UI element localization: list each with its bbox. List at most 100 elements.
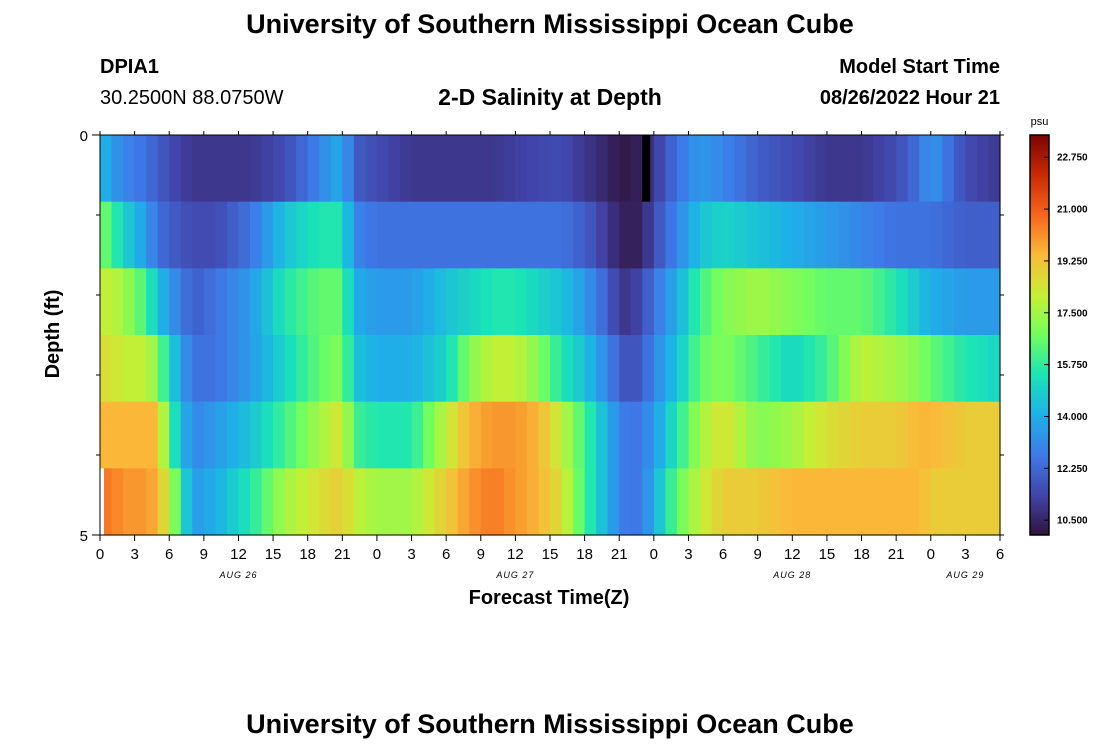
heat-cell bbox=[619, 401, 632, 469]
heat-cell bbox=[907, 335, 920, 403]
heat-cell bbox=[215, 335, 228, 403]
heat-cell bbox=[376, 135, 390, 203]
heat-cell bbox=[503, 335, 516, 403]
colorbar-tick-label: 15.750 bbox=[1057, 360, 1088, 371]
heat-cell bbox=[134, 335, 147, 403]
heat-cell bbox=[619, 201, 632, 269]
heat-cell bbox=[734, 135, 747, 203]
heat-cell bbox=[492, 135, 505, 203]
heat-cell bbox=[134, 135, 147, 203]
heat-cell bbox=[965, 135, 978, 203]
heat-cell bbox=[746, 268, 759, 336]
heat-cell bbox=[342, 201, 355, 269]
heat-cell bbox=[307, 468, 320, 536]
heat-cell bbox=[688, 135, 701, 203]
x-tick-label: 6 bbox=[719, 546, 727, 563]
heat-cell bbox=[480, 201, 493, 269]
heat-cell bbox=[861, 135, 874, 203]
heat-cell bbox=[434, 335, 447, 403]
heat-cell bbox=[411, 468, 424, 536]
heat-cell bbox=[711, 401, 724, 469]
heat-cell bbox=[942, 468, 955, 536]
x-tick-label: 12 bbox=[230, 546, 247, 563]
heat-cell bbox=[792, 401, 805, 469]
heat-cell bbox=[584, 401, 597, 469]
heat-cell bbox=[850, 401, 863, 469]
heat-cell bbox=[803, 468, 816, 536]
x-tick-label: 9 bbox=[477, 546, 485, 563]
heat-cell bbox=[930, 201, 943, 269]
heat-cell bbox=[873, 268, 886, 336]
heat-cell bbox=[400, 201, 413, 269]
heat-cell bbox=[746, 401, 759, 469]
heat-cell bbox=[815, 201, 828, 269]
heat-cell bbox=[826, 468, 840, 536]
heat-cell bbox=[492, 201, 505, 269]
heat-cell bbox=[584, 268, 597, 336]
heat-cell bbox=[919, 201, 932, 269]
heat-cell bbox=[388, 335, 401, 403]
heat-cell bbox=[803, 135, 816, 203]
heat-cell bbox=[238, 401, 251, 469]
heat-cell bbox=[388, 135, 401, 203]
heat-cell bbox=[642, 335, 655, 403]
heat-cell bbox=[446, 468, 459, 536]
heat-cell bbox=[734, 335, 747, 403]
heat-cell bbox=[353, 401, 366, 469]
heat-cell bbox=[976, 135, 990, 203]
x-tick-label: 21 bbox=[334, 546, 351, 563]
heat-cell bbox=[250, 268, 263, 336]
heat-cell bbox=[792, 135, 805, 203]
heat-cell bbox=[111, 401, 124, 469]
heat-cell bbox=[584, 201, 597, 269]
heat-cell bbox=[342, 335, 355, 403]
heat-cell bbox=[284, 468, 297, 536]
heat-cell bbox=[953, 335, 966, 403]
heat-cell bbox=[307, 401, 320, 469]
heat-cell bbox=[561, 335, 574, 403]
heat-cell bbox=[665, 268, 678, 336]
heat-cell bbox=[226, 201, 240, 269]
heat-cell bbox=[561, 268, 574, 336]
heat-cell bbox=[273, 201, 286, 269]
heat-cell bbox=[203, 201, 216, 269]
heat-cell bbox=[665, 135, 678, 203]
colorbar-tick-label: 19.250 bbox=[1057, 256, 1088, 267]
heat-cell bbox=[157, 201, 170, 269]
heat-cell bbox=[734, 468, 747, 536]
heat-cell bbox=[457, 335, 470, 403]
heat-cell bbox=[700, 135, 713, 203]
x-tick-label: 6 bbox=[442, 546, 450, 563]
heat-cell bbox=[838, 268, 851, 336]
heat-cell bbox=[907, 268, 920, 336]
heat-cell bbox=[157, 401, 170, 469]
heat-cell bbox=[630, 335, 643, 403]
x-tick-label: 15 bbox=[819, 546, 836, 563]
heat-cell bbox=[780, 268, 793, 336]
x-tick-label: 3 bbox=[130, 546, 138, 563]
heat-cell bbox=[688, 201, 701, 269]
heat-cell bbox=[446, 201, 459, 269]
heat-cell bbox=[526, 268, 540, 336]
heat-cell bbox=[446, 268, 459, 336]
heat-cell bbox=[146, 468, 159, 536]
heat-cell bbox=[492, 468, 505, 536]
heat-cell bbox=[319, 135, 332, 203]
heat-cell bbox=[146, 401, 159, 469]
heat-cell bbox=[826, 135, 840, 203]
heat-cell bbox=[492, 335, 505, 403]
heat-cell bbox=[653, 268, 666, 336]
heat-cell bbox=[365, 401, 378, 469]
heat-cell bbox=[261, 401, 274, 469]
heat-cell bbox=[388, 401, 401, 469]
heat-cell bbox=[169, 468, 182, 536]
colorbar-tick-label: 17.500 bbox=[1057, 308, 1088, 319]
heat-cell bbox=[423, 401, 436, 469]
x-tick-label: 9 bbox=[200, 546, 208, 563]
heat-cell bbox=[515, 468, 528, 536]
heat-cell bbox=[976, 201, 990, 269]
heat-cell bbox=[215, 201, 228, 269]
heat-cell bbox=[573, 201, 586, 269]
heat-cell bbox=[250, 201, 263, 269]
heat-cell bbox=[988, 401, 1001, 469]
